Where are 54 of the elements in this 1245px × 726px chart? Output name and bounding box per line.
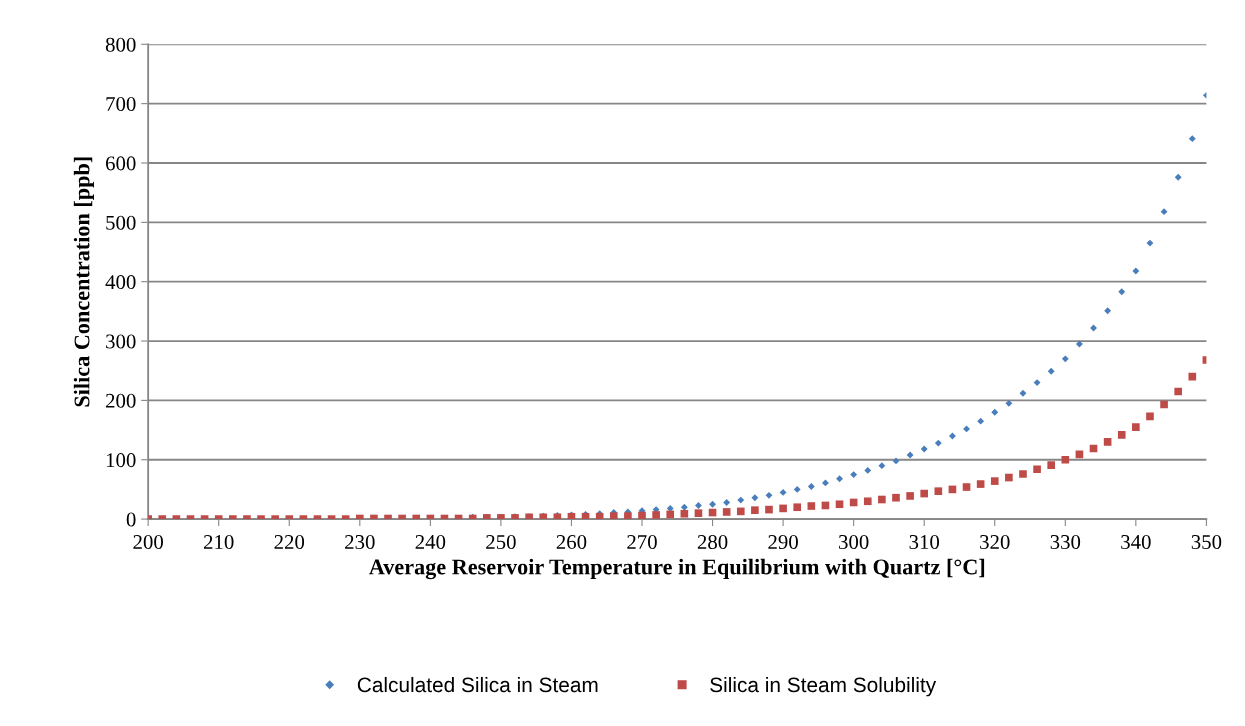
- point: [737, 496, 745, 504]
- legend-label: Silica in Steam Solubility: [710, 676, 937, 697]
- point: [920, 445, 928, 453]
- point: [709, 500, 716, 508]
- point: [864, 466, 872, 474]
- point: [892, 457, 900, 465]
- x-tick-label: 330: [1050, 534, 1081, 550]
- x-tick-label: 270: [627, 534, 657, 550]
- point: [793, 485, 801, 493]
- point: [807, 483, 815, 490]
- point: [963, 425, 970, 433]
- y-tick-label: 300: [106, 334, 136, 349]
- point: [934, 439, 942, 447]
- x-tick-label: 300: [839, 534, 869, 550]
- y-tick-label: 700: [106, 97, 136, 112]
- x-tick-label: 260: [556, 534, 587, 550]
- point: [765, 491, 773, 499]
- x-tick-label: 220: [274, 534, 305, 550]
- point: [1146, 239, 1154, 247]
- y-tick-label: 400: [105, 275, 136, 290]
- y-tick-label: 600: [105, 156, 136, 171]
- y-tick-label: 0: [126, 512, 136, 527]
- y-tick-label: 800: [105, 37, 136, 52]
- x-tick-label: 320: [980, 534, 1010, 550]
- legend-label: Calculated Silica in Steam: [357, 676, 598, 693]
- y-tick-label: 200: [106, 393, 136, 408]
- point: [836, 475, 843, 483]
- y-axis-title: Silica Concentration [ppb]: [73, 157, 94, 407]
- x-tick-label: 240: [415, 534, 446, 550]
- point: [1104, 307, 1112, 315]
- point: [695, 502, 702, 509]
- x-tick-label: 290: [768, 534, 798, 550]
- point: [1075, 340, 1083, 348]
- y-tick-label: 100: [106, 453, 136, 468]
- x-tick-label: 200: [133, 534, 163, 550]
- point: [751, 494, 759, 502]
- x-tick-label: 210: [203, 534, 234, 550]
- point: [850, 471, 858, 479]
- x-tick-label: 250: [486, 534, 516, 550]
- point: [1019, 389, 1027, 397]
- point: [1132, 267, 1140, 275]
- point: [1174, 173, 1182, 181]
- point: [1160, 208, 1168, 216]
- point: [1188, 135, 1196, 143]
- x-tick-label: 280: [697, 534, 728, 550]
- x-tick-label: 350: [1191, 534, 1222, 550]
- point: [723, 499, 731, 506]
- point: [666, 504, 674, 512]
- point: [906, 451, 914, 459]
- y-tick-label: 500: [106, 215, 136, 230]
- x-tick-label: 340: [1121, 534, 1151, 550]
- x-tick-label: 230: [345, 534, 375, 550]
- x-axis-title: Average Reservoir Temperature in Equilibrium with Quartz [°C]: [369, 558, 985, 580]
- x-tick-label: 310: [909, 534, 940, 550]
